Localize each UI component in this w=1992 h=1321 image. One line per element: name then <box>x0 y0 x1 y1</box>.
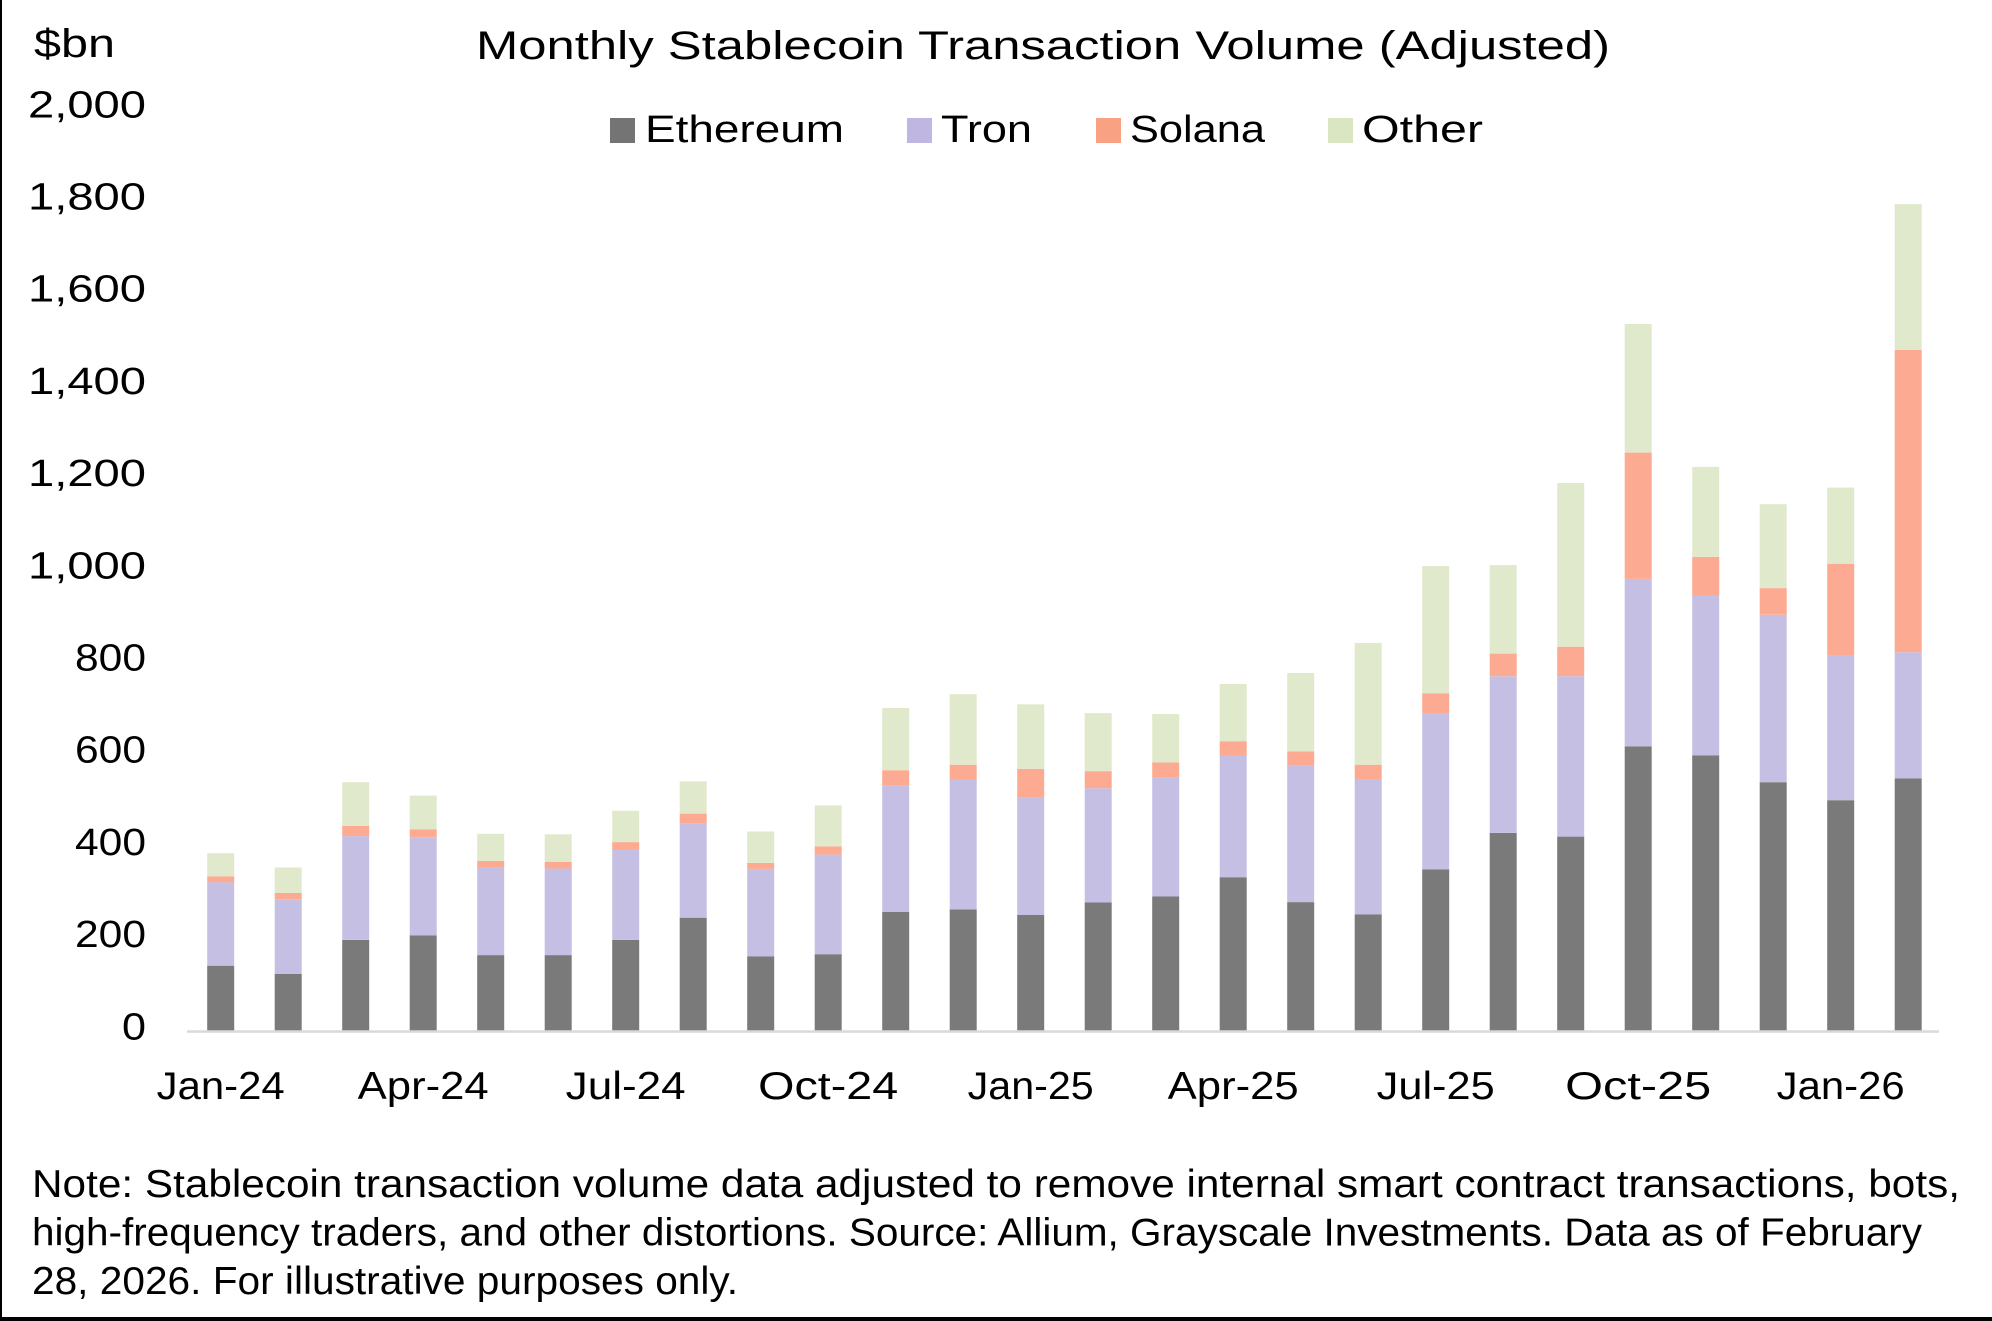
svg-text:Note: Stablecoin transaction v: Note: Stablecoin transaction volume data… <box>32 1163 1960 1206</box>
svg-text:1,000: 1,000 <box>28 545 146 587</box>
svg-text:Ethereum: Ethereum <box>645 109 844 151</box>
svg-text:800: 800 <box>75 638 146 680</box>
svg-text:high-frequency traders, and ot: high-frequency traders, and other distor… <box>32 1212 1923 1255</box>
svg-text:Jul-25: Jul-25 <box>1377 1065 1495 1108</box>
svg-text:Oct-25: Oct-25 <box>1565 1065 1711 1108</box>
svg-text:1,200: 1,200 <box>28 453 146 495</box>
svg-text:28, 2026. For illustrative pur: 28, 2026. For illustrative purposes only… <box>32 1260 738 1303</box>
svg-text:Jan-25: Jan-25 <box>968 1065 1094 1108</box>
svg-text:Apr-25: Apr-25 <box>1168 1065 1299 1108</box>
svg-text:200: 200 <box>75 914 146 956</box>
svg-text:600: 600 <box>75 730 146 772</box>
svg-text:Tron: Tron <box>941 109 1032 151</box>
svg-text:0: 0 <box>122 1006 146 1048</box>
svg-text:$bn: $bn <box>34 22 115 66</box>
svg-text:400: 400 <box>75 822 146 864</box>
svg-text:1,800: 1,800 <box>28 177 146 219</box>
svg-text:Oct-24: Oct-24 <box>758 1065 898 1108</box>
svg-text:Apr-24: Apr-24 <box>358 1065 489 1108</box>
svg-text:Jan-26: Jan-26 <box>1777 1065 1905 1108</box>
svg-text:Monthly Stablecoin Transaction: Monthly Stablecoin Transaction Volume (A… <box>476 24 1610 68</box>
svg-text:Other: Other <box>1362 109 1483 151</box>
svg-text:1,600: 1,600 <box>28 269 146 311</box>
svg-text:Solana: Solana <box>1130 109 1266 151</box>
svg-text:Jul-24: Jul-24 <box>566 1065 686 1108</box>
svg-text:1,400: 1,400 <box>28 361 146 403</box>
svg-text:2,000: 2,000 <box>28 84 146 126</box>
svg-text:Jan-24: Jan-24 <box>157 1065 285 1108</box>
